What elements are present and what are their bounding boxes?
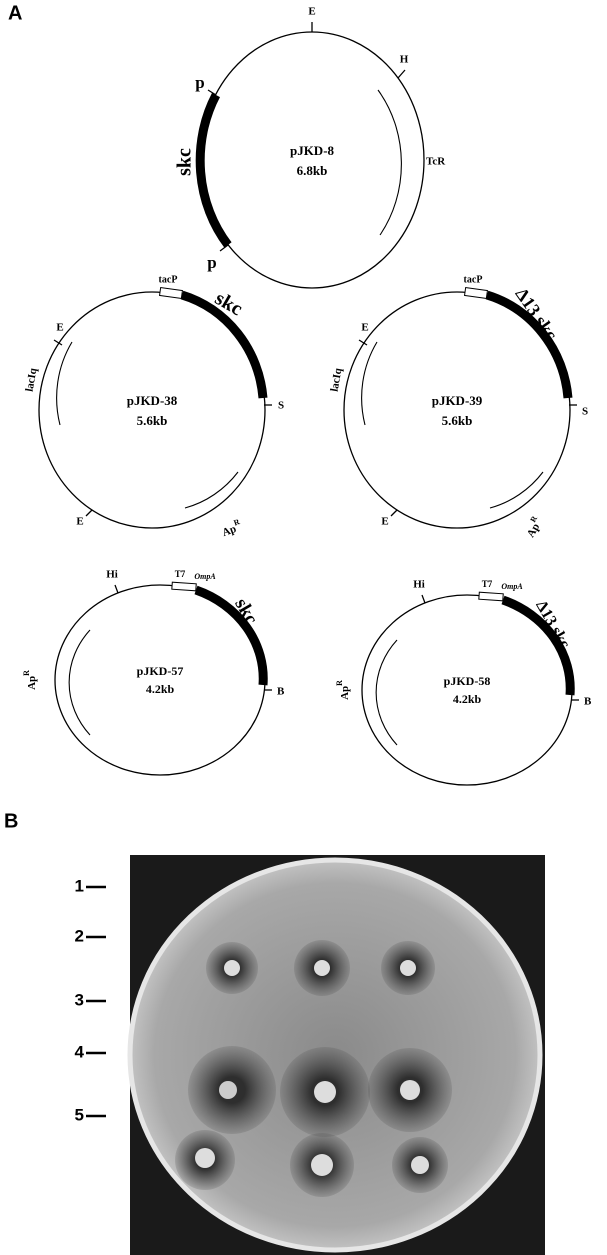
plasmid-map: pJKD-39 5.6kb tacP Δ13 skc lacIq E S E A… bbox=[329, 274, 589, 539]
plasmid-size: 4.2kb bbox=[453, 692, 482, 706]
promoter-label: tacP bbox=[159, 274, 178, 285]
plasmid-size: 5.6kb bbox=[137, 413, 168, 428]
marker-label: ApR bbox=[219, 517, 243, 539]
signal-label: OmpA bbox=[501, 582, 523, 591]
site-label: S bbox=[278, 400, 284, 412]
row-label: 4 bbox=[75, 1042, 85, 1061]
site-label: Hi bbox=[413, 579, 425, 591]
plate-photo bbox=[130, 855, 545, 1255]
plasmid-name: pJKD-57 bbox=[137, 664, 184, 678]
site-label: E bbox=[56, 322, 63, 334]
plasmid-map: pJKD-38 5.6kb tacP skc lacIq E S E ApR bbox=[24, 274, 285, 538]
row-label: 3 bbox=[75, 990, 84, 1009]
site-label: E bbox=[76, 516, 83, 528]
row-labels: 1 2 3 4 5 bbox=[75, 876, 106, 1124]
plasmid-size: 5.6kb bbox=[442, 413, 473, 428]
gene-label: skc bbox=[230, 595, 261, 628]
site-label: E bbox=[381, 516, 388, 528]
plasmid-name: pJKD-39 bbox=[432, 393, 483, 408]
site-label: B bbox=[584, 696, 592, 708]
site-label: H bbox=[400, 54, 409, 66]
panel-label: A bbox=[8, 2, 22, 24]
site-label: Hi bbox=[106, 569, 118, 581]
gene-label: lacIq bbox=[24, 366, 40, 392]
gene-label: skc bbox=[174, 148, 196, 176]
plasmid-name: pJKD-38 bbox=[127, 393, 178, 408]
row-label: 5 bbox=[75, 1105, 84, 1124]
plasmid-map: pJKD-57 4.2kb Hi T7 OmpA skc B ApR bbox=[22, 569, 285, 775]
promoter-label: tacP bbox=[464, 274, 483, 285]
plasmid-name: pJKD-8 bbox=[290, 143, 335, 158]
plasmid-name: pJKD-58 bbox=[444, 674, 491, 688]
site-label: S bbox=[582, 406, 588, 418]
plasmid-size: 4.2kb bbox=[146, 682, 175, 696]
gene-label: lacIq bbox=[329, 366, 345, 392]
row-label: 1 bbox=[75, 876, 84, 895]
promoter-label: p bbox=[195, 73, 204, 92]
panel-label: B bbox=[4, 810, 18, 832]
site-label: E bbox=[361, 322, 368, 334]
promoter-label: T7 bbox=[175, 569, 186, 579]
plasmid-map: pJKD-58 4.2kb Hi T7 OmpA Δ13 skc B ApR bbox=[335, 579, 592, 785]
row-label: 2 bbox=[75, 926, 84, 945]
gene-label: TcR bbox=[426, 156, 446, 168]
marker-label: ApR bbox=[22, 670, 38, 690]
plasmid-map: pJKD-8 6.8kb E H TcR p skc p bbox=[174, 6, 447, 288]
promoter-label: T7 bbox=[482, 579, 493, 589]
promoter-label: p bbox=[207, 253, 216, 272]
marker-label: ApR bbox=[335, 680, 351, 700]
site-label: B bbox=[277, 686, 285, 698]
site-label: E bbox=[308, 6, 315, 18]
plasmid-size: 6.8kb bbox=[297, 163, 328, 178]
figure: A pJKD-8 6.8kb E H TcR p skc p pJKD-38 5… bbox=[0, 0, 607, 1255]
signal-label: OmpA bbox=[194, 572, 216, 581]
marker-label: ApR bbox=[521, 514, 545, 539]
